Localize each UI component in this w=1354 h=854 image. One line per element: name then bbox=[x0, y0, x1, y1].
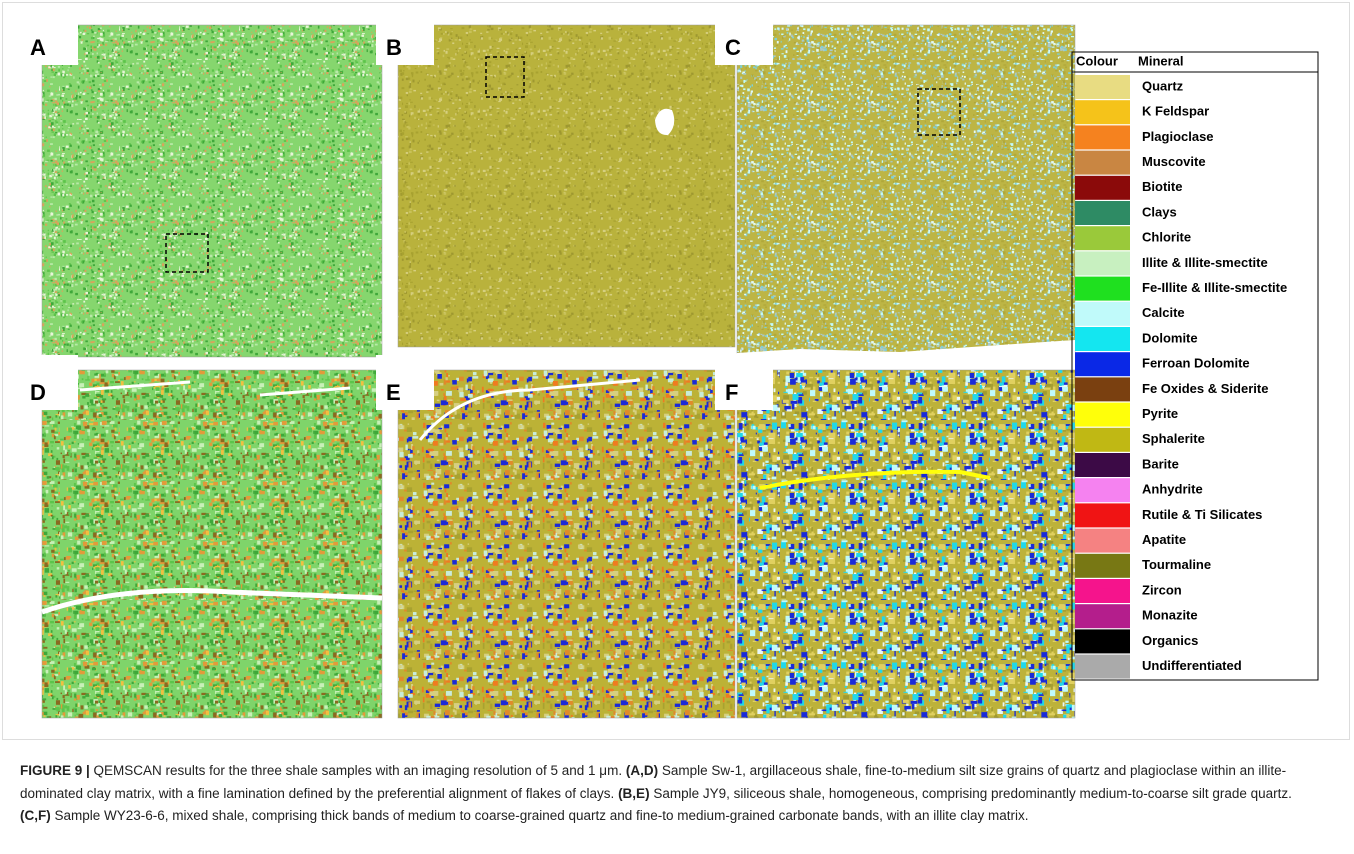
legend-name: Biotite bbox=[1142, 179, 1182, 194]
legend-name: Dolomite bbox=[1142, 330, 1198, 345]
legend-name: Undifferentiated bbox=[1142, 658, 1242, 673]
caption-text: Sample JY9, siliceous shale, homogeneous… bbox=[650, 786, 1292, 801]
legend-swatch bbox=[1075, 75, 1130, 99]
legend-name: Apatite bbox=[1142, 532, 1186, 547]
legend-swatch bbox=[1075, 302, 1130, 326]
caption-ref: (A,D) bbox=[626, 763, 658, 778]
caption-ref: (C,F) bbox=[20, 808, 51, 823]
legend-swatch bbox=[1075, 251, 1130, 275]
legend-swatch bbox=[1075, 655, 1130, 679]
legend-swatch bbox=[1075, 226, 1130, 250]
legend-swatch bbox=[1075, 352, 1130, 376]
label-box bbox=[376, 355, 434, 410]
legend-name: Zircon bbox=[1142, 582, 1182, 597]
caption-text: Sample WY23-6-6, mixed shale, comprising… bbox=[51, 808, 1029, 823]
legend-name: Barite bbox=[1142, 456, 1179, 471]
legend-swatch bbox=[1075, 151, 1130, 175]
panel-label: D bbox=[30, 380, 46, 405]
legend-swatch bbox=[1075, 604, 1130, 628]
legend-name: Calcite bbox=[1142, 305, 1185, 320]
label-box bbox=[715, 10, 773, 65]
micrograph bbox=[42, 25, 382, 357]
panel-label: A bbox=[30, 35, 46, 60]
legend-name: Fe-Illite & Illite-smectite bbox=[1142, 280, 1287, 295]
legend-header: Mineral bbox=[1138, 53, 1184, 68]
legend-name: Muscovite bbox=[1142, 154, 1206, 169]
panel-label: F bbox=[725, 380, 738, 405]
legend-name: Monazite bbox=[1142, 608, 1198, 623]
legend-name: Chlorite bbox=[1142, 230, 1191, 245]
legend-name: Organics bbox=[1142, 633, 1198, 648]
panel-label: C bbox=[725, 35, 741, 60]
legend-swatch bbox=[1075, 579, 1130, 603]
legend-name: Sphalerite bbox=[1142, 431, 1205, 446]
page: A B C D E F Colour Mineral Quartz K Feldspar Plagi… bbox=[0, 0, 1354, 854]
legend-swatch bbox=[1075, 176, 1130, 200]
legend-header: Colour bbox=[1076, 53, 1118, 68]
micrograph bbox=[737, 25, 1075, 353]
legend-name: Anhydrite bbox=[1142, 482, 1203, 497]
legend-name: Rutile & Ti Silicates bbox=[1142, 507, 1262, 522]
legend-swatch bbox=[1075, 327, 1130, 351]
legend-swatch bbox=[1075, 377, 1130, 401]
legend-name: K Feldspar bbox=[1142, 104, 1209, 119]
legend-name: Fe Oxides & Siderite bbox=[1142, 381, 1268, 396]
legend-swatch bbox=[1075, 403, 1130, 427]
legend-name: Tourmaline bbox=[1142, 557, 1211, 572]
legend-swatch bbox=[1075, 478, 1130, 502]
micrograph bbox=[737, 370, 1075, 718]
legend-swatch bbox=[1075, 554, 1130, 578]
panel-label: B bbox=[386, 35, 402, 60]
micrograph bbox=[398, 25, 735, 347]
micrograph bbox=[42, 370, 382, 718]
legend-swatch bbox=[1075, 503, 1130, 527]
legend-swatch bbox=[1075, 529, 1130, 553]
legend-swatch bbox=[1075, 100, 1130, 124]
legend-name: Plagioclase bbox=[1142, 129, 1214, 144]
caption: FIGURE 9 | QEMSCAN results for the three… bbox=[20, 760, 1320, 828]
micrograph bbox=[398, 370, 735, 718]
label-box bbox=[20, 355, 78, 410]
legend-name: Ferroan Dolomite bbox=[1142, 356, 1250, 371]
legend-swatch bbox=[1075, 201, 1130, 225]
caption-intro: QEMSCAN results for the three shale samp… bbox=[90, 763, 626, 778]
panel-label: E bbox=[386, 380, 401, 405]
legend-swatch bbox=[1075, 428, 1130, 452]
label-box bbox=[20, 10, 78, 65]
legend-swatch bbox=[1075, 453, 1130, 477]
legend-swatch bbox=[1075, 125, 1130, 149]
label-box bbox=[376, 10, 434, 65]
figure: A B C D E F Colour Mineral Quartz K Feldspar Plagi… bbox=[0, 0, 1354, 745]
legend-swatch bbox=[1075, 277, 1130, 301]
legend-name: Clays bbox=[1142, 204, 1177, 219]
legend-name: Illite & Illite-smectite bbox=[1142, 255, 1268, 270]
label-box bbox=[715, 355, 773, 410]
legend-swatch bbox=[1075, 629, 1130, 653]
caption-ref: (B,E) bbox=[618, 786, 650, 801]
legend-name: Pyrite bbox=[1142, 406, 1178, 421]
caption-label: FIGURE 9 | bbox=[20, 763, 90, 778]
legend-name: Quartz bbox=[1142, 78, 1184, 93]
